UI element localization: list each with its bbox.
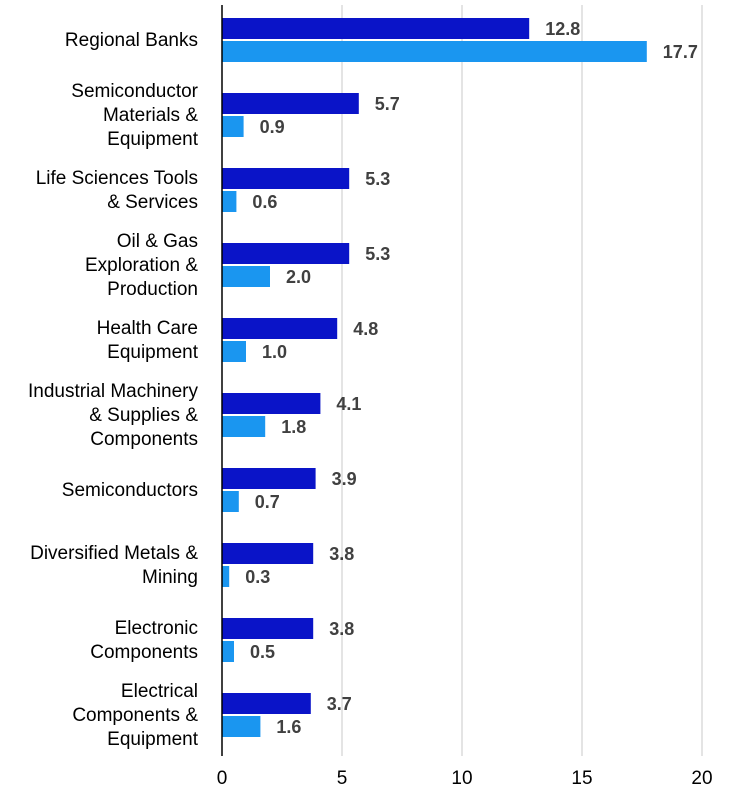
category-label: & Supplies &: [89, 405, 198, 426]
data-label: 17.7: [663, 42, 698, 62]
category-label: Semiconductor: [71, 81, 198, 102]
category-label: Equipment: [107, 729, 199, 750]
category-label: Components: [90, 642, 198, 663]
bar-series-2: [222, 416, 266, 437]
x-tick-label: 15: [571, 768, 592, 786]
category-label: Semiconductors: [62, 480, 198, 501]
data-label: 0.6: [252, 192, 277, 212]
bar-series-1: [222, 243, 350, 264]
data-label: 5.3: [365, 169, 390, 189]
x-tick-label: 20: [691, 768, 712, 786]
data-label: 0.7: [255, 492, 280, 512]
bar-series-2: [222, 491, 239, 512]
data-label: 1.6: [276, 717, 301, 737]
category-label: Mining: [142, 567, 198, 588]
bar-series-2: [222, 191, 237, 212]
gridlines: [341, 5, 703, 756]
bar-series-1: [222, 168, 350, 189]
bar-series-2: [222, 566, 230, 587]
category-label: Industrial Machinery: [28, 381, 199, 402]
data-label: 3.7: [327, 694, 352, 714]
data-label: 3.8: [329, 544, 354, 564]
bar-series-2: [222, 341, 246, 362]
category-label: Equipment: [107, 129, 199, 150]
data-label: 0.5: [250, 642, 275, 662]
category-label: Life Sciences Tools: [36, 168, 198, 189]
data-label: 5.7: [375, 94, 400, 114]
data-label: 4.8: [353, 319, 378, 339]
category-label: Electronic: [115, 618, 198, 639]
category-label: Equipment: [107, 342, 199, 363]
category-label: Components: [90, 429, 198, 450]
bar-series-2: [222, 266, 270, 287]
data-label: 0.9: [260, 117, 285, 137]
bar-series-2: [222, 716, 261, 737]
bar-series-2: [222, 116, 244, 137]
bar-series-2: [222, 641, 234, 662]
data-label: 3.9: [332, 469, 357, 489]
category-label: Regional Banks: [65, 30, 198, 51]
bar-series-2: [222, 41, 647, 62]
x-tick-label: 5: [337, 768, 348, 786]
data-label: 1.8: [281, 417, 306, 437]
category-label: Oil & Gas: [117, 231, 198, 252]
category-label: Health Care: [97, 318, 198, 339]
labels: 12.8 17.7 Regional Banks 5.7 0.9 Semiconducto…: [28, 19, 698, 750]
data-label: 4.1: [336, 394, 361, 414]
bar-series-1: [222, 318, 338, 339]
bar-series-1: [222, 468, 316, 489]
bar-series-1: [222, 693, 311, 714]
category-label: Production: [107, 279, 198, 300]
category-label: Materials &: [103, 105, 198, 126]
x-tick-label: 10: [451, 768, 472, 786]
bar-series-1: [222, 393, 321, 414]
data-label: 12.8: [545, 19, 580, 39]
data-label: 5.3: [365, 244, 390, 264]
x-tick-label: 0: [217, 768, 228, 786]
category-label: & Services: [107, 192, 198, 213]
bar-series-1: [222, 93, 359, 114]
bar-series-1: [222, 18, 530, 39]
category-label: Electrical: [121, 681, 198, 702]
x-axis: 0 5 10 15 20: [217, 5, 713, 786]
category-label: Diversified Metals &: [30, 543, 198, 564]
bar-series-1: [222, 543, 314, 564]
bars: [222, 18, 647, 737]
category-label: Components &: [72, 705, 198, 726]
data-label: 2.0: [286, 267, 311, 287]
category-label: Exploration &: [85, 255, 198, 276]
bar-series-1: [222, 618, 314, 639]
data-label: 3.8: [329, 619, 354, 639]
data-label: 1.0: [262, 342, 287, 362]
data-label: 0.3: [245, 567, 270, 587]
